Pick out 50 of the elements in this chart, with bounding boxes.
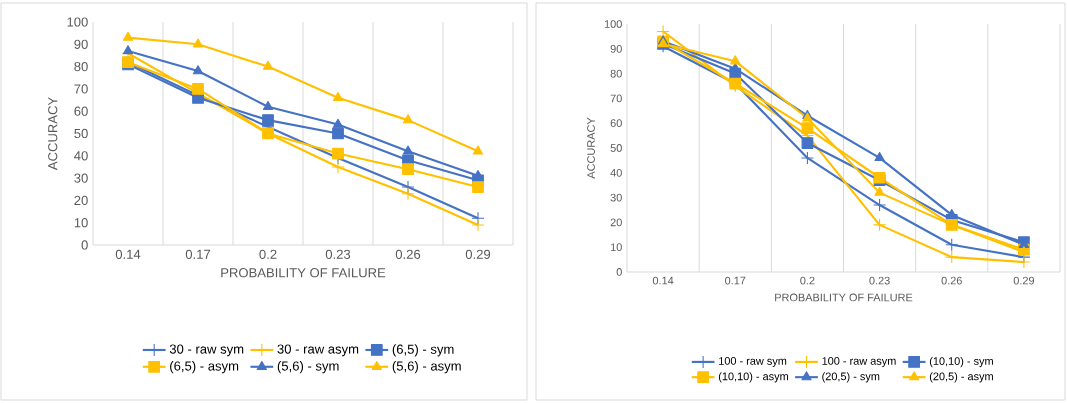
y-tick-label: 60 (610, 119, 622, 128)
legend-label: (6,5) - sym (392, 344, 454, 357)
x-tick-label: 0.29 (465, 249, 491, 259)
x-tick-label: 0.2 (800, 276, 815, 285)
y-tick-label: 60 (74, 106, 88, 116)
legend-label: (20,5) - asym (929, 372, 993, 383)
legend-label: (10,10) - sym (929, 356, 993, 368)
y-tick-label: 40 (610, 168, 622, 177)
legend-label: (6,5) - asym (170, 361, 239, 374)
legend-label: (5,6) - asym (392, 361, 461, 374)
y-tick-label: 10 (610, 243, 622, 252)
legend-label: 100 - raw asym (822, 357, 896, 368)
x-tick-label: 0.26 (395, 249, 421, 259)
legend-label: (10,10) - asym (718, 372, 788, 383)
y-tick-label: 40 (74, 151, 88, 161)
y-tick-label: 0 (81, 240, 88, 250)
y-tick-label: 10 (74, 218, 88, 228)
x-tick-label: 0.17 (185, 249, 211, 259)
x-tick-label: 0.14 (652, 276, 674, 285)
y-tick-label: 30 (74, 173, 88, 183)
x-tick-label: 0.23 (325, 249, 351, 259)
x-tick-label: 0.17 (725, 276, 746, 285)
legend-label: (20,5) - sym (822, 372, 880, 383)
legend-label: (5,6) - sym (277, 361, 339, 374)
legend-label: 100 - raw sym (719, 357, 787, 368)
y-tick-label: 70 (610, 94, 622, 103)
y-tick-label: 100 (67, 17, 88, 27)
y-tick-label: 80 (610, 69, 622, 78)
y-tick-label: 100 (604, 20, 622, 28)
x-tick-label: 0.2 (259, 249, 277, 259)
y-tick-label: 90 (74, 39, 88, 49)
y-tick-label: 90 (610, 44, 622, 53)
y-axis-title: ACCURACY (48, 97, 58, 171)
y-tick-label: 30 (610, 193, 622, 202)
x-tick-label: 0.23 (869, 276, 890, 285)
y-axis-title: ACCURACY (587, 117, 595, 179)
legend-label: 30 - raw asym (277, 344, 359, 357)
y-tick-label: 50 (74, 128, 88, 139)
x-axis-title: PROBABILITY OF FAILURE (775, 293, 913, 302)
y-tick-label: 80 (74, 61, 88, 72)
x-axis-title: PROBABILITY OF FAILURE (221, 268, 386, 278)
x-tick-label: 0.29 (1013, 276, 1035, 285)
x-tick-label: 0.26 (941, 276, 962, 285)
legend-label: 30 - raw sym (169, 344, 244, 357)
y-tick-label: 20 (74, 195, 88, 206)
x-tick-label: 0.14 (115, 249, 141, 259)
y-tick-label: 0 (616, 268, 622, 276)
y-tick-label: 70 (74, 84, 88, 94)
y-tick-label: 20 (610, 218, 622, 227)
y-tick-label: 50 (610, 144, 622, 152)
